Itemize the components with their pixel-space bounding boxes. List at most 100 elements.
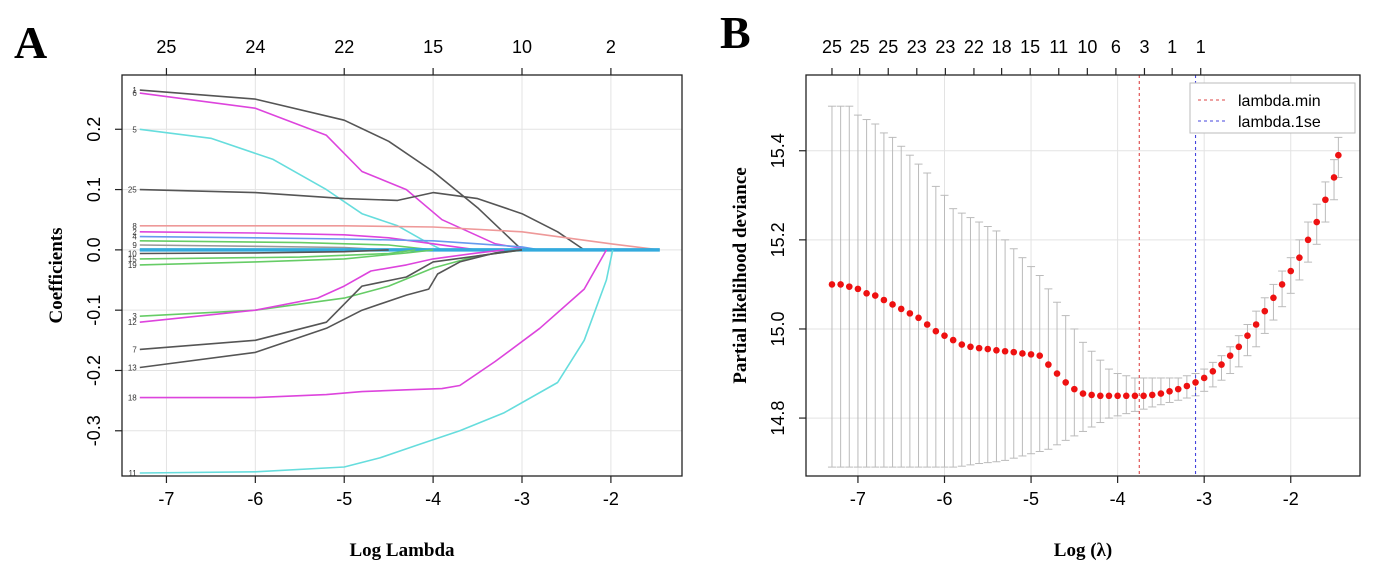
panel-b-top-tick-label: 25 bbox=[878, 37, 898, 57]
coef-path-label: 3 bbox=[132, 312, 137, 321]
deviance-point bbox=[1244, 332, 1251, 339]
deviance-point bbox=[1296, 254, 1303, 261]
coef-path-label: 12 bbox=[128, 318, 137, 327]
panel-b-y-axis-title: Partial likelihood deviance bbox=[730, 167, 751, 383]
panel-b-y-tick-label: 15.0 bbox=[768, 311, 788, 346]
deviance-point bbox=[1131, 392, 1139, 400]
panel-b-chart: lambda.min lambda.1se -7 -6 -5 -4 -3 -2 14.8 15.0… bbox=[730, 37, 1361, 561]
coef-path-25 bbox=[139, 188, 585, 251]
panel-a-top-tick-label: 10 bbox=[512, 37, 532, 57]
deviance-point bbox=[1148, 391, 1156, 399]
deviance-point bbox=[1174, 385, 1182, 393]
panel-a-top-tick-label: 24 bbox=[245, 37, 265, 57]
panel-a-x-tick-label: -5 bbox=[336, 489, 352, 509]
deviance-point bbox=[1036, 352, 1044, 360]
deviance-point bbox=[1079, 390, 1087, 397]
panel-b-top-tick-label: 15 bbox=[1020, 37, 1040, 57]
panel-b-top-tick-label: 1 bbox=[1167, 37, 1177, 57]
coef-path-label: 8 bbox=[132, 222, 137, 231]
deviance-point bbox=[837, 281, 844, 288]
panel-b-x-tick-label: -6 bbox=[936, 489, 952, 509]
coef-path-label: 2 bbox=[132, 228, 137, 237]
panel-b-top-tick-label: 25 bbox=[850, 37, 870, 57]
deviance-point bbox=[923, 321, 931, 328]
deviance-point bbox=[958, 341, 966, 348]
deviance-point bbox=[1261, 307, 1269, 315]
panel-a-x-axis-title: Log Lambda bbox=[349, 540, 455, 561]
deviance-point bbox=[854, 285, 862, 293]
deviance-point bbox=[1218, 361, 1225, 368]
panel-a-y-tick-label: 0.0 bbox=[84, 237, 104, 262]
deviance-point bbox=[1062, 379, 1069, 386]
panel-b-top-tick-label: 6 bbox=[1111, 37, 1121, 57]
deviance-point bbox=[1335, 151, 1342, 159]
deviance-point bbox=[1330, 174, 1338, 181]
panel-b-x-tick-label: -3 bbox=[1196, 489, 1212, 509]
deviance-point bbox=[1097, 392, 1104, 400]
deviance-point bbox=[1192, 379, 1199, 386]
deviance-point bbox=[880, 296, 888, 304]
deviance-point bbox=[932, 327, 940, 335]
coef-path-5 bbox=[139, 128, 443, 251]
legend-box bbox=[1189, 82, 1356, 134]
panel-a-top-tick-label: 25 bbox=[156, 37, 176, 57]
deviance-point bbox=[1114, 392, 1121, 400]
deviance-point bbox=[1088, 391, 1095, 399]
panel-b-top-tick-label: 11 bbox=[1049, 37, 1068, 57]
panel-b-x-tick-label: -5 bbox=[1023, 489, 1039, 509]
coef-path-11 bbox=[139, 249, 614, 474]
legend-label: lambda.min bbox=[1238, 93, 1321, 110]
coef-path-13 bbox=[139, 249, 523, 369]
panel-b-top-tick-label: 22 bbox=[964, 37, 984, 57]
deviance-point bbox=[1322, 196, 1329, 204]
coef-path-1 bbox=[139, 89, 523, 251]
panel-b-plot-border bbox=[805, 74, 1361, 477]
deviance-point bbox=[1010, 348, 1018, 356]
deviance-point bbox=[993, 347, 1000, 354]
panel-b-y-tick-label: 15.2 bbox=[768, 222, 788, 257]
deviance-point bbox=[1200, 374, 1208, 382]
panel-b-top-tick-label: 23 bbox=[907, 37, 927, 57]
coef-path-label: 18 bbox=[128, 394, 137, 403]
panel-b-x-tick-label: -4 bbox=[1110, 489, 1126, 509]
deviance-point bbox=[1053, 370, 1061, 377]
panel-b-y-tick-label: 14.8 bbox=[768, 401, 788, 436]
deviance-point bbox=[828, 281, 836, 288]
deviance-point bbox=[889, 301, 896, 308]
panel-a-y-tick-label: -0.2 bbox=[84, 355, 104, 386]
deviance-point bbox=[1019, 350, 1026, 357]
deviance-point bbox=[906, 310, 914, 317]
panel-b-top-tick-label: 23 bbox=[935, 37, 955, 57]
panel-a-x-tick-label: -4 bbox=[425, 489, 441, 509]
panel-a-letter: A bbox=[14, 17, 47, 68]
panel-a-top-tick-label: 22 bbox=[334, 37, 354, 57]
deviance-point bbox=[1183, 382, 1191, 390]
panel-a-top-tick-label: 15 bbox=[423, 37, 443, 57]
panel-a-y-tick-label: -0.3 bbox=[84, 415, 104, 446]
deviance-point bbox=[1313, 218, 1321, 226]
deviance-point bbox=[949, 336, 957, 344]
coef-path-7 bbox=[139, 249, 523, 351]
panel-a-y-tick-label: -0.1 bbox=[84, 295, 104, 326]
panel-b-top-tick-label: 1 bbox=[1196, 37, 1206, 57]
panel-a-x-tick-label: -7 bbox=[158, 489, 174, 509]
coef-path-label: 6 bbox=[132, 89, 137, 98]
deviance-point bbox=[915, 314, 922, 322]
panel-a-y-axis-title: Coefficients bbox=[46, 227, 67, 323]
panel-b-x-tick-label: -7 bbox=[850, 489, 866, 509]
deviance-point bbox=[975, 344, 983, 352]
deviance-point bbox=[897, 305, 905, 313]
coef-path-10 bbox=[139, 249, 389, 255]
panel-b-x-tick-label: -2 bbox=[1283, 489, 1299, 509]
coef-path-label: 1 bbox=[132, 86, 137, 95]
deviance-point bbox=[941, 332, 948, 339]
coef-path-label: 13 bbox=[128, 363, 137, 372]
deviance-point bbox=[1304, 236, 1312, 244]
panel-a-x-tick-label: -2 bbox=[603, 489, 619, 509]
panel-a-x-tick-label: -6 bbox=[247, 489, 263, 509]
panel-a-y-tick-label: 0.2 bbox=[84, 117, 104, 142]
deviance-point bbox=[1027, 351, 1035, 358]
deviance-point bbox=[1166, 388, 1173, 395]
deviance-point bbox=[1209, 367, 1217, 375]
